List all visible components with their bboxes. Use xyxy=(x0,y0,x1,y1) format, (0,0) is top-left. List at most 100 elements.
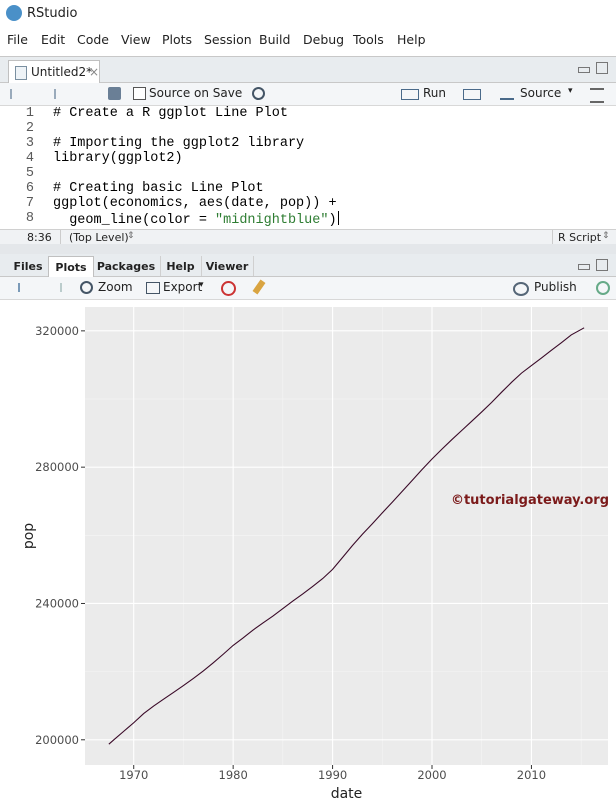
code-line: # Creating basic Line Plot xyxy=(53,181,264,196)
editor-tab[interactable]: Untitled2* × xyxy=(8,60,100,83)
app-icon xyxy=(6,5,22,21)
code-line: # Create a R ggplot Line Plot xyxy=(53,106,288,121)
maximize-button[interactable] xyxy=(596,62,608,74)
menu-item[interactable]: Plots xyxy=(162,32,193,47)
tab-label: Untitled2* xyxy=(31,65,93,79)
tab-label: Plots xyxy=(55,261,87,274)
editor-pane: Untitled2* × Source on Save Run Source ▾… xyxy=(0,56,616,246)
y-tick-label: 240000 xyxy=(35,596,79,610)
editor-tab-bar: Untitled2* × xyxy=(0,57,616,83)
window-title: RStudio xyxy=(27,6,78,21)
tab-label: Files xyxy=(13,260,43,273)
menu-item[interactable]: Help xyxy=(397,32,426,47)
plots-pane: Files Plots Packages Help Viewer Zoom Export… xyxy=(0,254,616,803)
source-dropdown[interactable]: ▾ xyxy=(568,86,573,96)
y-tick-label: 320000 xyxy=(35,324,79,338)
export-button[interactable]: Export xyxy=(163,280,203,294)
maximize-button[interactable] xyxy=(596,259,608,271)
menu-item[interactable]: Session xyxy=(204,32,252,47)
x-tick-label: 2010 xyxy=(517,768,546,782)
tab-close[interactable]: × xyxy=(89,65,100,79)
editor-toolbar: Source on Save Run Source ▾ xyxy=(0,83,616,106)
zoom-icon[interactable] xyxy=(80,281,93,294)
menu-item[interactable]: View xyxy=(121,32,151,47)
refresh-button[interactable] xyxy=(596,281,610,295)
code-token: ) xyxy=(328,213,337,228)
pane-tab[interactable]: Help xyxy=(160,256,202,276)
pane-tab[interactable]: Files xyxy=(8,256,49,276)
source-icon[interactable] xyxy=(500,89,514,100)
editor-status-bar: 8:36 (Top Level) ⇕ R Script ⇕ xyxy=(0,229,616,246)
menu-bar: File Edit Code View Plots Session Build Debug To… xyxy=(0,28,616,52)
source-on-save-label: Source on Save xyxy=(149,86,243,100)
x-tick-label: 1980 xyxy=(219,768,248,782)
code-line: geom_line(color = "midnightblue") xyxy=(53,211,339,228)
line-number: 1 xyxy=(25,106,34,121)
remove-plot[interactable] xyxy=(221,281,236,296)
export-icon[interactable] xyxy=(146,282,160,294)
outline-button[interactable] xyxy=(590,88,604,103)
data-line xyxy=(108,327,585,745)
tab-label: Packages xyxy=(96,260,156,273)
menu-item[interactable]: Tools xyxy=(353,32,384,47)
line-number: 2 xyxy=(25,121,34,136)
next-plot[interactable] xyxy=(46,283,62,292)
menu-item[interactable]: File xyxy=(7,32,28,47)
run-button[interactable]: Run xyxy=(423,86,447,100)
export-dropdown: ▾ xyxy=(199,280,204,290)
x-tick-label: 1990 xyxy=(318,768,347,782)
previous-plot[interactable] xyxy=(18,283,34,292)
y-axis-title: pop xyxy=(21,523,37,549)
scope-selector[interactable]: (Top Level) xyxy=(69,231,129,244)
pane-tab[interactable]: Packages xyxy=(92,256,161,276)
x-tick-label: 1970 xyxy=(119,768,148,782)
code-token: geom_line(color = xyxy=(53,213,216,228)
plots-toolbar: Zoom Export ▾ Publish xyxy=(0,277,616,300)
rerun-button[interactable] xyxy=(463,89,481,100)
title-bar: RStudio xyxy=(0,0,616,28)
file-type-arrows: ⇕ xyxy=(602,231,610,241)
watermark: ©tutorialgateway.org xyxy=(451,493,609,508)
minimize-button[interactable] xyxy=(578,67,590,73)
file-icon xyxy=(15,66,27,80)
tab-label: Viewer xyxy=(205,260,249,273)
pane-tab[interactable]: Plots xyxy=(48,256,94,277)
code-line: # Importing the ggplot2 library xyxy=(53,136,305,151)
save-button[interactable] xyxy=(108,87,121,100)
separator xyxy=(60,230,61,246)
y-tick-label: 280000 xyxy=(35,460,79,474)
forward-button[interactable] xyxy=(40,89,56,99)
code-line: library(ggplot2) xyxy=(53,151,183,166)
line-number: 5 xyxy=(25,166,34,181)
pane-tab[interactable]: Viewer xyxy=(201,256,254,276)
source-on-save-checkbox[interactable] xyxy=(133,87,146,100)
string-token: "midnightblue" xyxy=(215,213,329,228)
pane-tab-bar: Files Plots Packages Help Viewer xyxy=(0,254,616,277)
line-number: 3 xyxy=(25,136,34,151)
zoom-button[interactable]: Zoom xyxy=(98,280,133,294)
menu-item[interactable]: Edit xyxy=(41,32,66,47)
menu-item[interactable]: Build xyxy=(259,32,291,47)
publish-button[interactable]: Publish xyxy=(534,280,577,294)
code-area[interactable]: 1 # Create a R ggplot Line Plot 2 3 # Import… xyxy=(0,106,616,229)
menu-item[interactable]: Debug xyxy=(303,32,345,47)
y-tick-label: 200000 xyxy=(35,733,79,747)
cursor-position: 8:36 xyxy=(27,231,52,244)
pane-splitter[interactable] xyxy=(0,244,616,254)
line-number: 7 xyxy=(25,196,34,211)
clear-plots[interactable] xyxy=(252,279,266,295)
back-button[interactable] xyxy=(10,89,26,99)
file-type-selector[interactable]: R Script xyxy=(558,231,602,244)
search-button[interactable] xyxy=(252,87,265,100)
source-button[interactable]: Source xyxy=(520,86,562,100)
line-number: 8 xyxy=(25,211,34,226)
x-tick-label: 2000 xyxy=(417,768,446,782)
run-icon[interactable] xyxy=(401,89,419,100)
publish-icon[interactable] xyxy=(513,282,529,296)
code-line: ggplot(economics, aes(date, pop)) + xyxy=(53,196,337,211)
minimize-button[interactable] xyxy=(578,264,590,270)
line-number: 6 xyxy=(25,181,34,196)
menu-item[interactable]: Code xyxy=(77,32,110,47)
x-axis-title: date xyxy=(331,786,363,802)
